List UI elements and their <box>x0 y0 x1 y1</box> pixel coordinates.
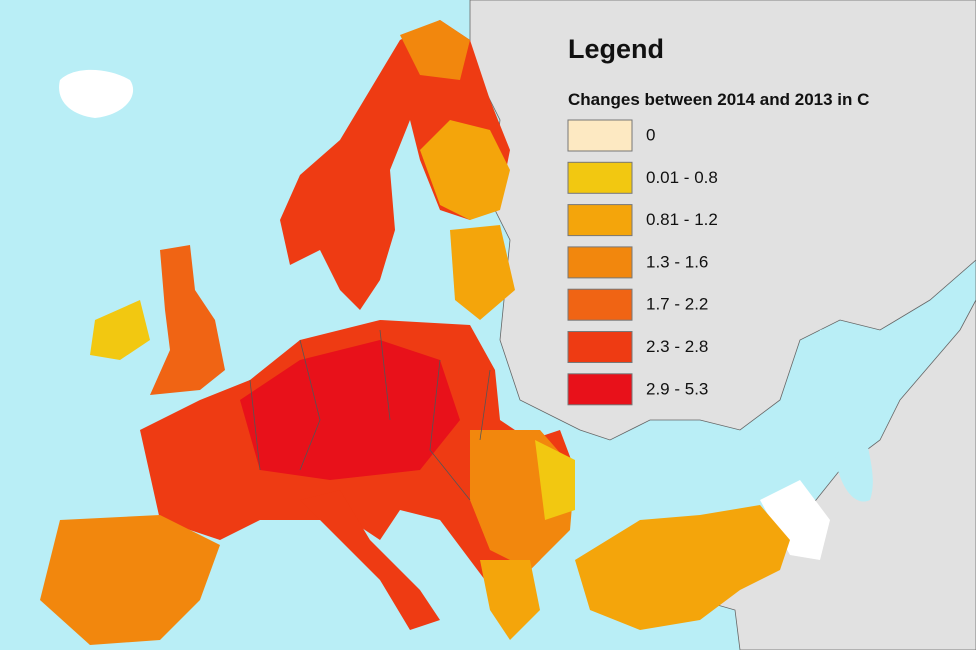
no-data-area <box>760 480 830 560</box>
legend-swatch <box>567 204 633 237</box>
romania-east <box>535 440 575 520</box>
borders <box>249 329 491 501</box>
legend-label: 0.81 - 1.2 <box>646 210 718 229</box>
italy <box>300 490 440 630</box>
legend-label: 1.3 - 1.6 <box>646 252 708 271</box>
scandinavia <box>280 20 510 310</box>
iberia <box>40 515 220 645</box>
legend-label: 2.9 - 5.3 <box>646 379 708 398</box>
north-cape <box>400 20 470 80</box>
legend-items: 0 0.01 - 0.8 0.81 - 1.2 1.3 - 1.6 1.7 - 2.2 2… <box>567 119 718 406</box>
ireland <box>90 300 150 360</box>
legend-swatch <box>567 331 633 363</box>
baltics <box>450 225 515 320</box>
legend-label: 0 <box>646 125 655 144</box>
great-britain <box>150 245 225 395</box>
legend-subtitle: Changes between 2014 and 2013 in C <box>568 90 869 109</box>
turkey <box>575 505 790 630</box>
legend-swatch <box>567 373 633 406</box>
legend-swatch <box>567 161 633 194</box>
finland <box>420 120 510 220</box>
legend-label: 2.3 - 2.8 <box>646 337 708 356</box>
core-europe <box>240 340 460 480</box>
legend-label: 0.01 - 0.8 <box>646 168 718 187</box>
legend-title: Legend <box>568 34 664 64</box>
legend-swatch <box>567 246 633 279</box>
black-sea <box>585 433 775 517</box>
legend-label: 1.7 - 2.2 <box>646 295 708 314</box>
greece <box>480 560 540 640</box>
iceland <box>59 69 134 118</box>
legend-swatch <box>567 119 633 152</box>
legend-swatch <box>567 288 633 321</box>
caspian-sea <box>813 328 873 502</box>
